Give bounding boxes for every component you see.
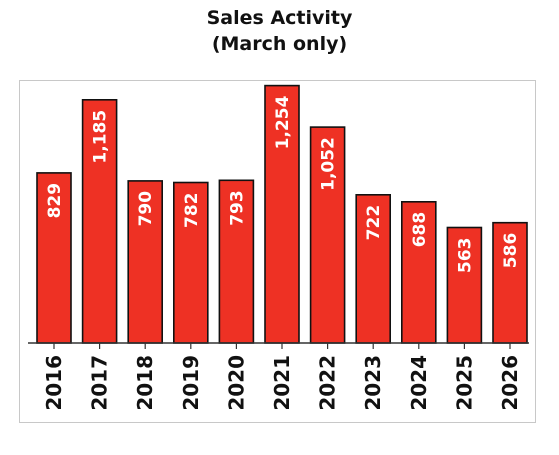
- data-label-2016: 829: [45, 183, 65, 219]
- x-tick-label-2017: 2017: [88, 355, 112, 411]
- x-tick-label-2018: 2018: [133, 355, 157, 411]
- bar-2017: [81, 99, 118, 344]
- data-label-2020: 793: [227, 190, 247, 226]
- x-tick-label-2019: 2019: [179, 355, 203, 411]
- bar-2023: [355, 194, 392, 344]
- x-tick-label-2020: 2020: [224, 355, 248, 411]
- data-label-2022: 1,052: [319, 137, 339, 191]
- data-label-2018: 790: [136, 191, 156, 227]
- x-tick-label-2025: 2025: [452, 355, 476, 411]
- data-label-2023: 722: [364, 205, 384, 241]
- data-label-2025: 563: [455, 238, 475, 274]
- chart-title-block: Sales Activity (March only): [0, 5, 559, 57]
- data-label-2019: 782: [182, 193, 202, 229]
- bar-2020: [218, 179, 255, 344]
- chart-subtitle: (March only): [211, 33, 348, 55]
- bar-2016: [36, 172, 72, 344]
- bar-2018: [127, 180, 163, 344]
- data-label-2024: 688: [410, 212, 430, 248]
- x-tick-label-2023: 2023: [361, 355, 385, 411]
- x-tick-label-2016: 2016: [42, 355, 66, 411]
- bar-2026: [492, 221, 528, 344]
- x-tick-label-2026: 2026: [498, 355, 522, 411]
- x-tick-label-2024: 2024: [407, 355, 431, 411]
- x-tick-label-2021: 2021: [270, 355, 294, 411]
- x-tick-label-2022: 2022: [316, 355, 340, 411]
- data-label-2021: 1,254: [273, 95, 293, 149]
- chart-title: Sales Activity: [206, 7, 353, 29]
- bar-2025: [446, 226, 483, 344]
- data-label-2026: 586: [501, 233, 521, 269]
- data-label-2017: 1,185: [91, 110, 111, 164]
